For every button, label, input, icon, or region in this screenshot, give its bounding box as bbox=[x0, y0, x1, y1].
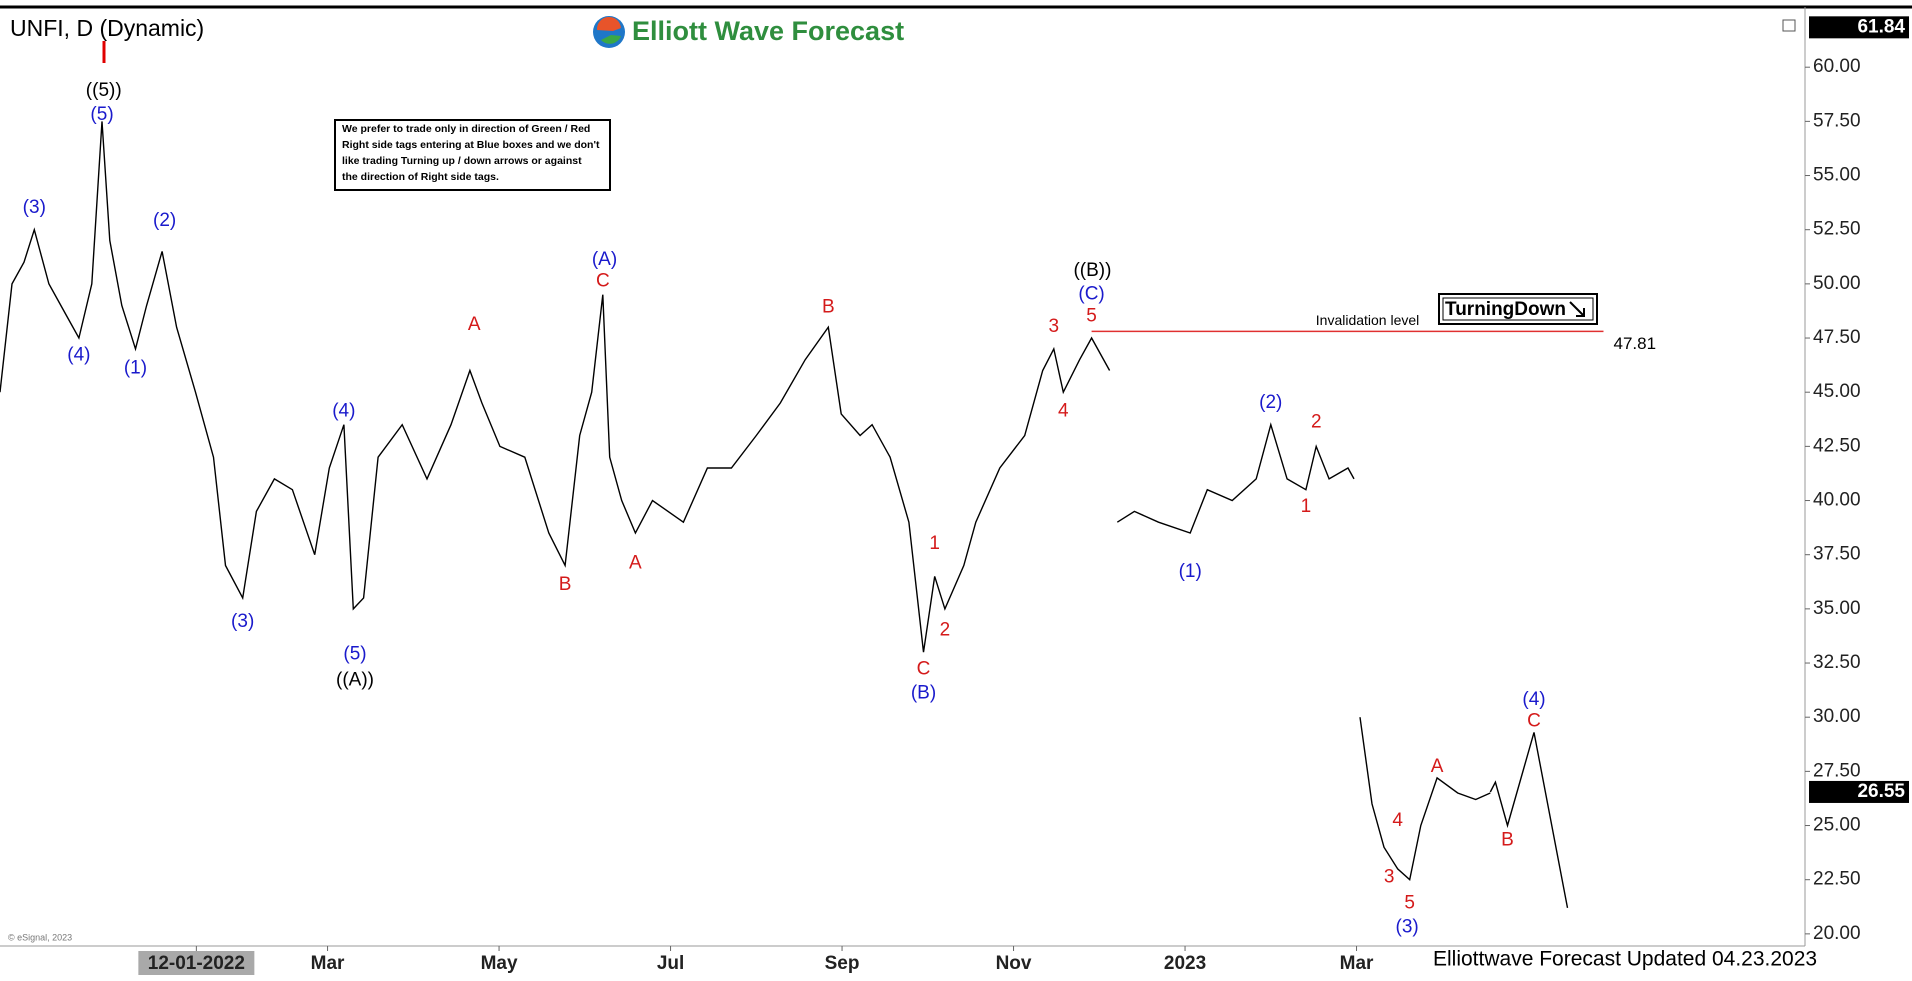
tag-text: TurningDown bbox=[1445, 299, 1566, 320]
logo-swirl bbox=[601, 35, 621, 44]
x-tick-highlight bbox=[138, 951, 255, 975]
y-tick-label: 37.50 bbox=[1813, 544, 1861, 565]
note-line: like trading Turning up / down arrows or… bbox=[342, 155, 582, 167]
wave-label: 5 bbox=[1086, 305, 1097, 326]
wave-label: (4) bbox=[1522, 689, 1545, 710]
x-tick-label: 2023 bbox=[1164, 953, 1206, 974]
y-tick-label: 55.00 bbox=[1813, 165, 1861, 186]
price-line bbox=[1489, 732, 1569, 909]
wave-label: (5) bbox=[343, 643, 366, 664]
chart-title: UNFI, D (Dynamic) bbox=[10, 15, 204, 41]
wave-label: (B) bbox=[911, 682, 936, 703]
x-tick-label: Jul bbox=[657, 953, 684, 974]
wave-label: 2 bbox=[1311, 412, 1322, 433]
wave-label: 4 bbox=[1058, 401, 1069, 422]
x-tick-label: Mar bbox=[1340, 953, 1374, 974]
note-line: Right side tags entering at Blue boxes a… bbox=[342, 139, 600, 151]
y-tick-label: 50.00 bbox=[1813, 273, 1861, 294]
wave-label: (3) bbox=[23, 197, 46, 218]
wave-label: C bbox=[917, 659, 931, 680]
wave-label: A bbox=[629, 552, 642, 573]
x-tick-label: May bbox=[481, 953, 518, 974]
y-tick-label: 47.50 bbox=[1813, 327, 1861, 348]
last-price-tag-box bbox=[1809, 780, 1909, 803]
invalidation-value: 47.81 bbox=[1613, 334, 1656, 353]
wave-label: C bbox=[1527, 711, 1541, 732]
x-tick-label: Sep bbox=[825, 953, 860, 974]
wave-label: 1 bbox=[929, 533, 940, 554]
wave-label: (1) bbox=[1179, 561, 1202, 582]
wave-label: B bbox=[559, 574, 572, 595]
price-line bbox=[0, 121, 1491, 882]
y-tick-label: 20.00 bbox=[1813, 923, 1861, 944]
last-price-tag: 26.55 bbox=[1857, 781, 1905, 802]
logo-swirl bbox=[596, 16, 621, 31]
note-box: We prefer to trade only in direction of … bbox=[334, 119, 611, 191]
footer: Elliottwave Forecast Updated 04.23.2023 bbox=[1433, 948, 1817, 971]
wave-label: (5) bbox=[90, 104, 113, 125]
y-tick-label: 52.50 bbox=[1813, 219, 1861, 240]
wave-label: (4) bbox=[67, 344, 90, 365]
x-tick-label: Nov bbox=[996, 953, 1032, 974]
note-frame bbox=[334, 119, 611, 191]
y-tick-label: 27.50 bbox=[1813, 760, 1861, 781]
y-tick-label: 32.50 bbox=[1813, 652, 1861, 673]
wave-label: (2) bbox=[1259, 392, 1282, 413]
wave-label: ((5)) bbox=[86, 80, 122, 101]
y-tick-label: 60.00 bbox=[1813, 56, 1861, 77]
wave-label: (1) bbox=[124, 357, 147, 378]
note-line: the direction of Right side tags. bbox=[342, 171, 499, 183]
wave-label: 5 bbox=[1404, 893, 1415, 914]
x-tick-label: Mar bbox=[311, 953, 345, 974]
wave-label: 4 bbox=[1392, 810, 1403, 831]
wave-label: 3 bbox=[1049, 316, 1060, 337]
y-tick-label: 57.50 bbox=[1813, 110, 1861, 131]
logo-text: Elliott Wave Forecast bbox=[632, 16, 904, 46]
wave-label: A bbox=[1431, 756, 1444, 777]
wave-label: B bbox=[1501, 830, 1514, 851]
y-tick-label: 30.00 bbox=[1813, 706, 1861, 727]
wave-label: (3) bbox=[231, 611, 254, 632]
tag-frame bbox=[1438, 293, 1598, 325]
wave-label: ((B)) bbox=[1073, 260, 1111, 281]
wave-label: 3 bbox=[1384, 867, 1395, 888]
y-tick-label: 25.00 bbox=[1813, 815, 1861, 836]
wave-label: (3) bbox=[1396, 916, 1419, 937]
note-line: We prefer to trade only in direction of … bbox=[342, 123, 590, 135]
y-tick-label: 22.50 bbox=[1813, 869, 1861, 890]
copyright: © eSignal, 2023 bbox=[8, 932, 72, 942]
wave-label: (C) bbox=[1078, 284, 1104, 305]
wave-label: (4) bbox=[332, 401, 355, 422]
wave-label: 2 bbox=[940, 620, 951, 641]
wave-label: C bbox=[596, 271, 610, 292]
logo: Elliott Wave Forecast bbox=[593, 16, 904, 48]
wave-label: B bbox=[822, 297, 835, 318]
tag-arrow bbox=[1569, 301, 1585, 317]
wave-label: (2) bbox=[153, 210, 176, 231]
wave-label: ((A)) bbox=[336, 669, 374, 690]
y-tick-label: 42.50 bbox=[1813, 435, 1861, 456]
y-tick-label: 45.00 bbox=[1813, 381, 1861, 402]
wave-label: 1 bbox=[1301, 496, 1312, 517]
window-icon bbox=[1782, 19, 1796, 32]
high-price-tag-box bbox=[1809, 16, 1909, 39]
wave-label: (A) bbox=[592, 249, 617, 270]
tag-box: TurningDown bbox=[1438, 293, 1598, 325]
x-tick-label: 12-01-2022 bbox=[148, 953, 245, 974]
y-tick-label: 35.00 bbox=[1813, 598, 1861, 619]
tag-inner-frame bbox=[1442, 297, 1594, 321]
invalidation-label: Invalidation level bbox=[1316, 312, 1420, 328]
wave-label: A bbox=[468, 314, 481, 335]
high-price-tag: 61.84 bbox=[1857, 16, 1905, 37]
y-tick-label: 40.00 bbox=[1813, 490, 1861, 511]
